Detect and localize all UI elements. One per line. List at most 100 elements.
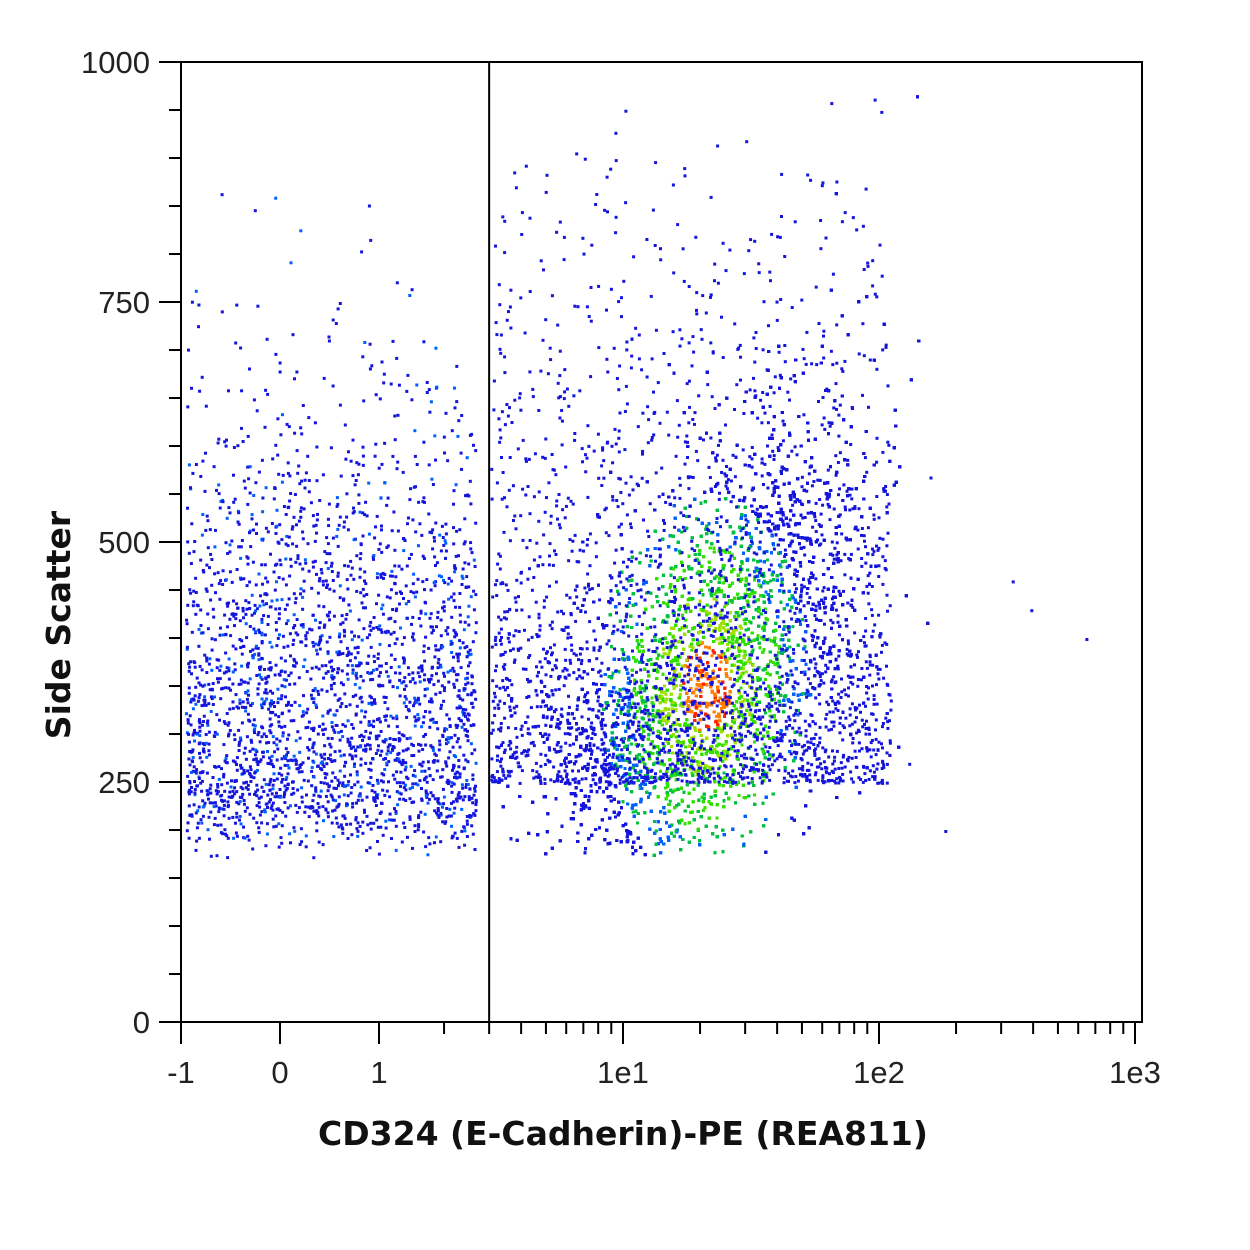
event-dot xyxy=(221,500,225,504)
event-dot xyxy=(424,794,428,798)
event-dot xyxy=(271,801,275,805)
event-dot xyxy=(295,810,299,814)
event-dot xyxy=(368,743,372,747)
event-dot xyxy=(470,752,474,756)
event-dot xyxy=(328,635,332,639)
event-dot xyxy=(220,687,224,691)
event-dot xyxy=(188,665,192,669)
event-dot xyxy=(349,791,353,795)
event-dot xyxy=(218,718,221,722)
event-dot xyxy=(358,794,362,798)
event-dot xyxy=(338,652,342,656)
event-dot xyxy=(345,802,349,806)
event-dot xyxy=(298,482,302,486)
event-dot xyxy=(325,536,329,540)
event-dot xyxy=(348,659,352,663)
event-dot xyxy=(366,743,369,747)
event-dot xyxy=(432,720,436,724)
event-dot xyxy=(306,542,310,546)
event-dot xyxy=(384,662,388,665)
event-dot xyxy=(439,706,443,710)
event-dot xyxy=(201,459,205,463)
event-dot xyxy=(187,551,191,555)
event-dot xyxy=(318,499,322,502)
event-dot xyxy=(365,661,369,665)
event-dot xyxy=(234,341,238,345)
event-dot xyxy=(239,738,243,742)
event-dot xyxy=(332,835,336,838)
event-dot xyxy=(385,503,389,507)
event-dot xyxy=(336,778,340,782)
event-dot xyxy=(209,710,213,713)
event-dot xyxy=(424,775,428,779)
event-dot xyxy=(346,719,350,723)
event-dot xyxy=(372,654,376,658)
event-dot xyxy=(232,500,236,504)
event-dot xyxy=(249,738,253,742)
event-dot xyxy=(285,776,289,780)
event-dot xyxy=(473,789,477,793)
event-dot xyxy=(198,729,202,733)
event-dot xyxy=(389,666,393,669)
event-dot xyxy=(359,745,362,749)
event-dot xyxy=(318,641,321,645)
event-dot xyxy=(298,736,302,740)
event-dot xyxy=(335,821,339,825)
event-dot xyxy=(292,754,296,758)
event-dot xyxy=(257,830,261,834)
event-dot xyxy=(189,750,193,754)
event-dot xyxy=(402,821,406,825)
event-dot xyxy=(187,804,191,808)
event-dot xyxy=(261,599,265,603)
event-dot xyxy=(447,756,451,760)
event-dot xyxy=(197,325,200,329)
event-dot xyxy=(341,781,345,785)
event-dot xyxy=(323,776,327,780)
event-dot xyxy=(421,748,425,751)
event-dot xyxy=(430,477,434,481)
event-dot xyxy=(298,704,302,708)
event-dot xyxy=(388,812,392,816)
event-dot xyxy=(439,634,443,638)
event-dot xyxy=(270,723,274,727)
event-dot xyxy=(260,677,264,681)
event-dot xyxy=(456,793,460,797)
event-dot xyxy=(268,780,272,784)
event-dot xyxy=(274,532,278,535)
event-dot xyxy=(445,764,449,768)
event-dot xyxy=(465,494,469,498)
event-dot xyxy=(226,604,230,608)
event-dot xyxy=(275,791,278,795)
event-dot xyxy=(245,735,249,739)
event-dot xyxy=(268,788,272,792)
event-dot xyxy=(332,614,336,618)
event-dot xyxy=(452,800,455,804)
event-dot xyxy=(434,458,437,462)
event-dot xyxy=(312,750,316,754)
event-dot xyxy=(379,575,383,579)
event-dot xyxy=(277,822,281,826)
event-dot xyxy=(424,635,428,639)
event-dot xyxy=(215,713,219,717)
event-dot xyxy=(260,703,263,707)
event-dot xyxy=(395,770,399,774)
event-dot xyxy=(225,712,229,715)
event-dot xyxy=(426,853,430,857)
event-dot xyxy=(395,356,399,360)
event-dot xyxy=(252,528,255,532)
event-dot xyxy=(283,670,287,674)
event-dot xyxy=(368,672,372,675)
event-dot xyxy=(378,642,382,646)
event-dot xyxy=(269,777,273,781)
event-dot xyxy=(295,449,299,453)
event-dot xyxy=(338,632,342,636)
event-dot xyxy=(264,735,268,738)
event-dot xyxy=(254,481,258,485)
event-dot xyxy=(386,745,390,749)
event-dot xyxy=(253,611,256,615)
event-dot xyxy=(279,670,283,673)
event-dot xyxy=(424,789,428,793)
event-dot xyxy=(332,682,336,685)
event-dot xyxy=(416,713,420,717)
event-dot xyxy=(204,703,208,707)
